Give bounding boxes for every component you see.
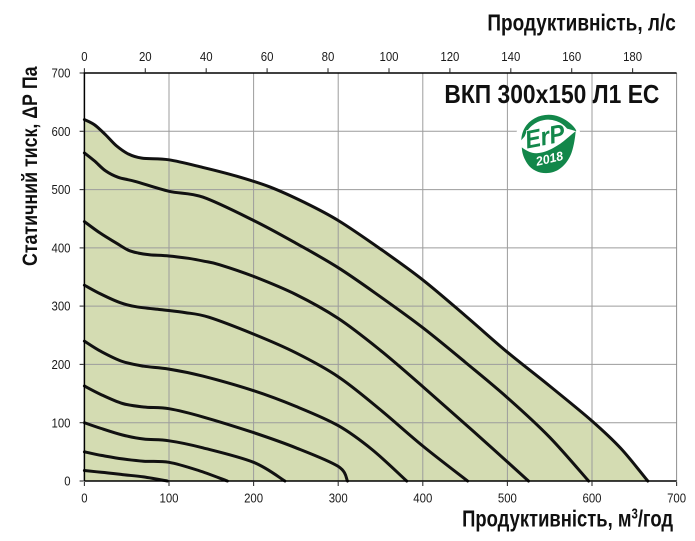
svg-text:140: 140 xyxy=(501,50,520,64)
svg-text:100: 100 xyxy=(160,492,179,506)
svg-text:0: 0 xyxy=(81,50,87,64)
svg-text:120: 120 xyxy=(440,50,459,64)
svg-text:200: 200 xyxy=(244,492,263,506)
svg-text:200: 200 xyxy=(52,358,71,372)
svg-text:500: 500 xyxy=(52,183,71,197)
svg-text:80: 80 xyxy=(322,50,335,64)
svg-text:400: 400 xyxy=(52,242,71,256)
svg-text:500: 500 xyxy=(498,492,517,506)
svg-text:180: 180 xyxy=(623,50,642,64)
svg-text:20: 20 xyxy=(139,50,152,64)
svg-text:600: 600 xyxy=(52,125,71,139)
svg-text:700: 700 xyxy=(52,67,71,81)
svg-text:160: 160 xyxy=(562,50,581,64)
svg-text:Продуктивність, м3/год: Продуктивність, м3/год xyxy=(462,505,673,532)
svg-text:600: 600 xyxy=(583,492,602,506)
svg-text:0: 0 xyxy=(64,475,70,489)
svg-text:300: 300 xyxy=(329,492,348,506)
svg-text:100: 100 xyxy=(380,50,399,64)
svg-text:0: 0 xyxy=(81,492,87,506)
svg-text:60: 60 xyxy=(261,50,274,64)
svg-text:300: 300 xyxy=(52,300,71,314)
svg-text:Статичний тиск, ΔР Па: Статичний тиск, ΔР Па xyxy=(18,66,42,266)
svg-text:Продуктивність, л/с: Продуктивність, л/с xyxy=(487,9,676,35)
svg-text:700: 700 xyxy=(667,492,686,506)
svg-text:40: 40 xyxy=(200,50,213,64)
svg-text:ВКП 300х150 Л1 ЕС: ВКП 300х150 Л1 ЕС xyxy=(444,81,659,109)
svg-text:400: 400 xyxy=(413,492,432,506)
svg-text:2018: 2018 xyxy=(534,149,565,169)
svg-text:100: 100 xyxy=(52,416,71,430)
